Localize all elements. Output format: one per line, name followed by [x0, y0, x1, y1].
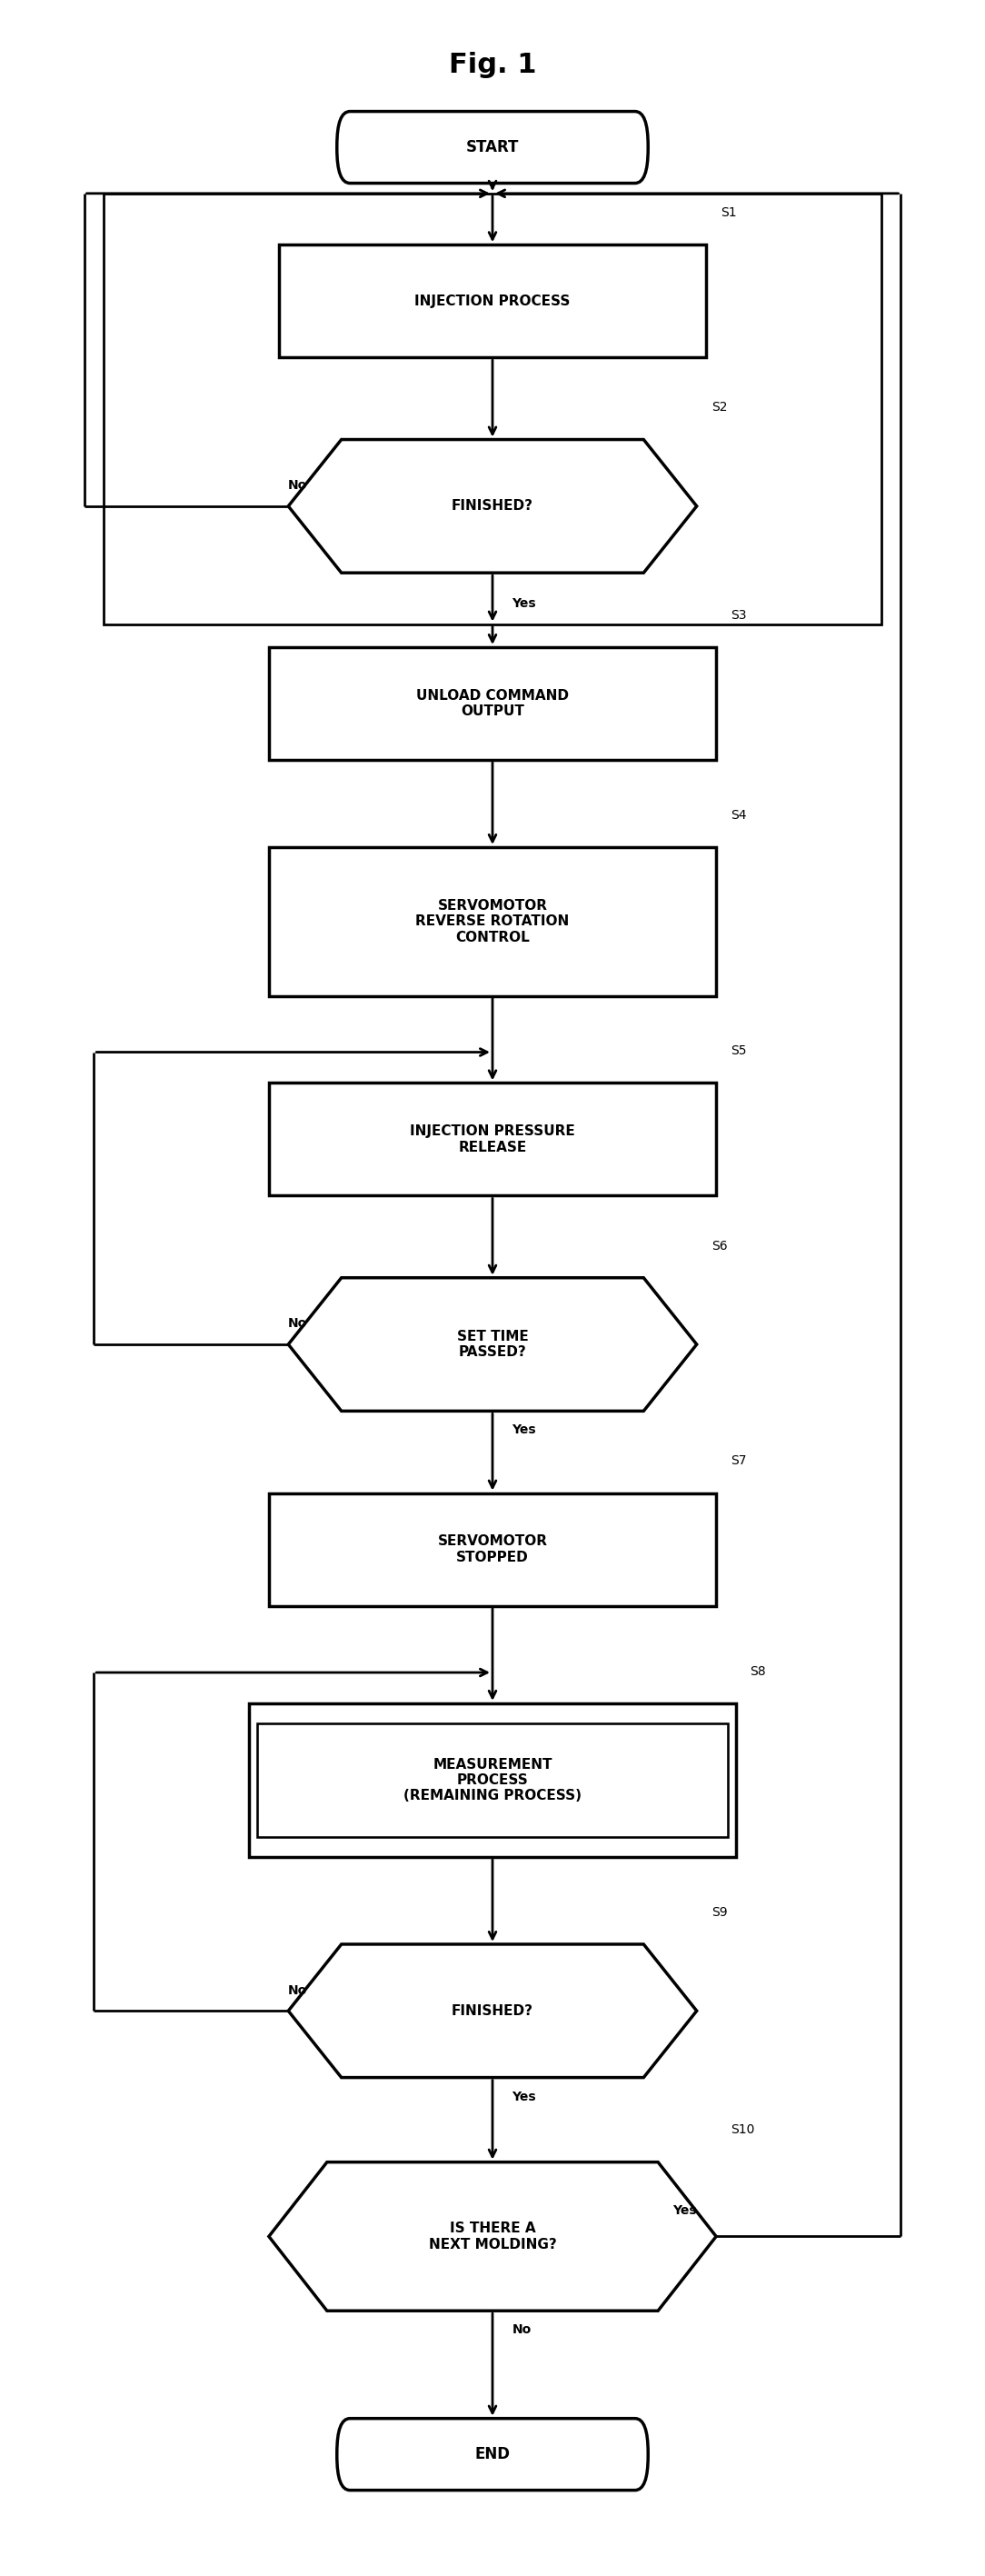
Bar [257, 1723, 728, 1837]
Text: S8: S8 [751, 1664, 766, 1677]
Text: S5: S5 [731, 1046, 747, 1056]
Text: Fig. 1: Fig. 1 [448, 52, 537, 77]
Polygon shape [289, 1945, 696, 2076]
Text: No: No [288, 1316, 307, 1329]
Text: No: No [288, 479, 307, 492]
Text: S4: S4 [731, 809, 747, 822]
Text: Yes: Yes [512, 598, 536, 611]
Text: S1: S1 [721, 206, 737, 219]
Polygon shape [269, 2161, 716, 2311]
Text: START: START [466, 139, 519, 155]
Text: S3: S3 [731, 608, 747, 621]
Text: FINISHED?: FINISHED? [451, 2004, 534, 2017]
Text: SERVOMOTOR
STOPPED: SERVOMOTOR STOPPED [437, 1535, 548, 1564]
FancyBboxPatch shape [337, 2419, 648, 2491]
FancyBboxPatch shape [337, 111, 648, 183]
Text: S9: S9 [711, 1906, 727, 1919]
Text: SET TIME
PASSED?: SET TIME PASSED? [457, 1329, 528, 1360]
Polygon shape [289, 1278, 696, 1412]
Text: UNLOAD COMMAND
OUTPUT: UNLOAD COMMAND OUTPUT [417, 688, 568, 719]
Bar [103, 193, 882, 623]
Text: IS THERE A
NEXT MOLDING?: IS THERE A NEXT MOLDING? [428, 2221, 557, 2251]
Bar [269, 1494, 716, 1605]
Text: END: END [475, 2447, 510, 2463]
Text: Yes: Yes [512, 2089, 536, 2102]
Text: S2: S2 [711, 402, 727, 415]
Text: Yes: Yes [512, 1425, 536, 1437]
Text: S10: S10 [731, 2123, 755, 2136]
Text: MEASUREMENT
PROCESS
(REMAINING PROCESS): MEASUREMENT PROCESS (REMAINING PROCESS) [404, 1757, 581, 1803]
Text: SERVOMOTOR
REVERSE ROTATION
CONTROL: SERVOMOTOR REVERSE ROTATION CONTROL [416, 899, 569, 943]
Bar [269, 848, 716, 997]
Bar [269, 1082, 716, 1195]
Text: S7: S7 [731, 1455, 747, 1468]
Bar [269, 647, 716, 760]
Bar [249, 1703, 736, 1857]
Text: S6: S6 [711, 1239, 727, 1252]
Text: No: No [288, 1984, 307, 1996]
Text: FINISHED?: FINISHED? [451, 500, 534, 513]
Text: Yes: Yes [673, 2205, 696, 2218]
Polygon shape [289, 440, 696, 572]
Text: INJECTION PROCESS: INJECTION PROCESS [415, 294, 570, 309]
Bar [279, 245, 706, 358]
Text: No: No [512, 2324, 531, 2336]
Text: INJECTION PRESSURE
RELEASE: INJECTION PRESSURE RELEASE [410, 1126, 575, 1154]
